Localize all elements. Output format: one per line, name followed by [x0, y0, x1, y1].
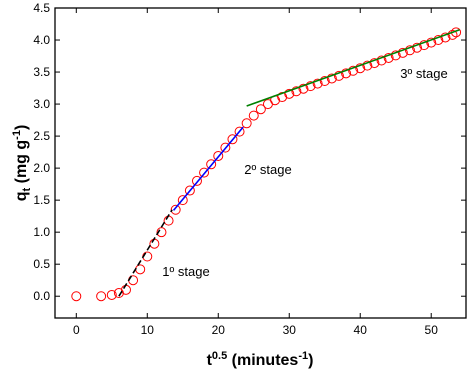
y-tick-label: 1.0 [33, 225, 50, 239]
data-point [348, 65, 359, 76]
data-point [412, 42, 423, 53]
data-point [149, 238, 160, 249]
data-point [305, 81, 316, 92]
y-tick-label: 0.0 [33, 289, 50, 303]
data-point [163, 215, 174, 226]
data-point [96, 291, 107, 302]
stage-annotation: 3º stage [400, 66, 447, 81]
data-point [213, 150, 224, 161]
data-point [135, 264, 146, 275]
data-point [113, 288, 124, 299]
x-tick-label: 0 [73, 323, 80, 337]
plot-frame [54, 7, 467, 319]
data-point [291, 86, 302, 97]
data-point [71, 291, 82, 302]
data-point [447, 29, 458, 40]
data-point [440, 32, 451, 43]
x-axis-label: t0.5 (minutes-1) [207, 350, 314, 369]
y-tick-label: 4.0 [33, 33, 50, 47]
data-point [326, 73, 337, 84]
data-point [106, 289, 117, 300]
x-tick-label: 20 [212, 323, 226, 337]
data-point [284, 88, 295, 99]
y-tick-label: 1.5 [33, 193, 50, 207]
data-point [248, 110, 259, 121]
y-tick-label: 0.5 [33, 257, 50, 271]
data-point [419, 40, 430, 51]
y-tick-label: 3.0 [33, 97, 50, 111]
data-point [241, 118, 252, 129]
x-tick-label: 30 [283, 323, 297, 337]
data-point [376, 55, 387, 66]
data-point [120, 284, 131, 295]
data-point [319, 76, 330, 87]
data-point [184, 185, 195, 196]
stage-annotation: 2º stage [244, 162, 291, 177]
data-point [206, 159, 217, 170]
fit-line [172, 126, 244, 211]
data-point [255, 104, 266, 115]
data-point [404, 45, 415, 56]
data-point [199, 167, 210, 178]
data-point [383, 52, 394, 63]
data-point [177, 195, 188, 206]
y-tick-label: 2.5 [33, 129, 50, 143]
data-point [156, 227, 167, 238]
y-axis-label: qt (mg g-1) [11, 125, 33, 202]
data-point [227, 134, 238, 145]
x-tick-label: 10 [141, 323, 155, 337]
y-tick-label: 3.5 [33, 65, 50, 79]
data-point [426, 37, 437, 48]
data-point [170, 204, 181, 215]
x-tick-label: 40 [354, 323, 368, 337]
data-point [333, 70, 344, 81]
data-point [220, 142, 231, 153]
y-tick-label: 4.5 [33, 1, 50, 15]
data-point [312, 78, 323, 89]
data-point [234, 126, 245, 137]
data-point [191, 175, 202, 186]
stage-annotation: 1º stage [162, 264, 209, 279]
data-point [362, 60, 373, 71]
data-point [298, 83, 309, 94]
data-point [433, 35, 444, 46]
y-tick-label: 2.0 [33, 161, 50, 175]
data-point [355, 63, 366, 74]
fit-line [118, 209, 173, 297]
data-point [397, 47, 408, 58]
data-point [341, 68, 352, 79]
data-point [369, 58, 380, 69]
x-tick-label: 50 [425, 323, 439, 337]
fit-line [246, 29, 460, 107]
data-point [390, 50, 401, 61]
